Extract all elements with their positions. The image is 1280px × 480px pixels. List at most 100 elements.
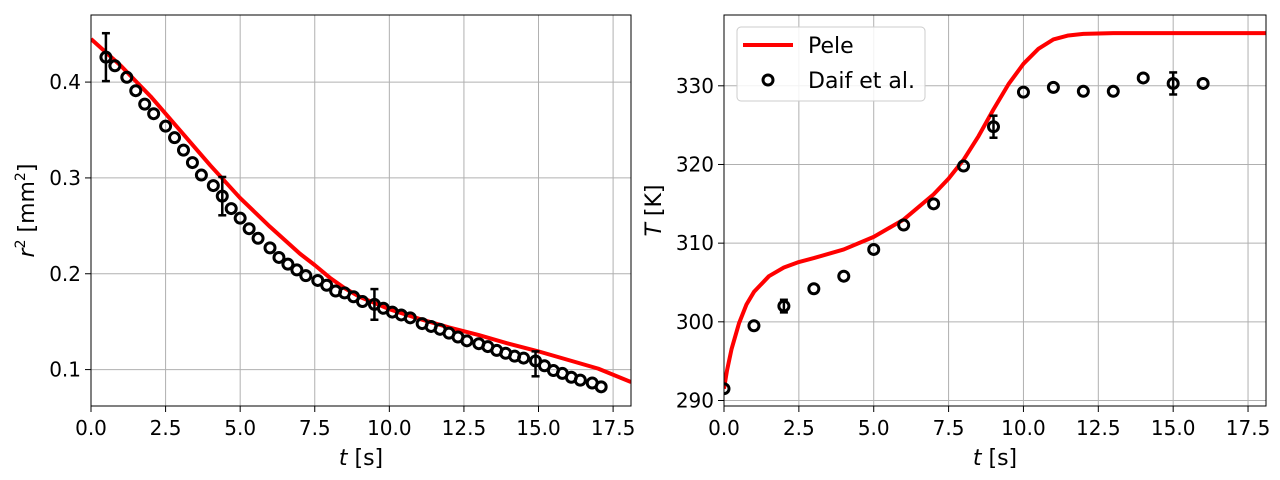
error-bar [531,350,540,378]
y-axis-label: T [K] [642,184,667,236]
y-tick-label: 310 [676,231,714,255]
legend-label-model: Pele [808,34,854,59]
y-tick-label: 330 [676,74,714,98]
x-tick-label: 5.0 [858,416,890,440]
x-tick-label: 15.0 [516,416,561,440]
y-tick-label: 0.1 [49,358,81,382]
data-point [194,168,208,182]
y-axis-unit-exponent: 2 [13,172,29,181]
x-tick-label: 0.0 [75,416,107,440]
y-tick-label: 290 [676,388,714,412]
data-point [242,222,256,236]
data-point [747,319,761,333]
data-point [897,218,911,232]
data-point [108,59,122,73]
data-point [251,231,265,245]
x-tick-label: 7.5 [933,416,965,440]
data-point [290,263,304,277]
temperature-chart: 0.0 2.5 5.0 7.5 10.0 12.5 15.0 17.5 290 300 310 320… [642,14,1270,471]
data-point [957,159,971,173]
data-point [320,278,334,292]
radius-squared-chart: 0.0 2.5 5.0 7.5 10.0 12.5 15.0 17.5 0.1 0.2 0.3 0.4… [13,14,636,471]
data-point [867,242,881,256]
data-point [460,334,474,348]
error-bar [989,114,998,139]
plot-series [91,31,631,394]
data-point [159,119,173,133]
data-point [176,143,190,157]
x-axis-unit: [s] [982,446,1018,471]
data-point [120,70,134,84]
y-axis-label: r2 [mm2] [13,164,40,258]
model-curve [724,31,1266,390]
x-axis-unit: [s] [348,446,384,471]
x-tick-label: 0.0 [708,416,740,440]
plot-frame [723,14,1267,407]
x-axis-label: t [s] [339,446,383,471]
data-point [1076,84,1090,98]
error-bar [218,175,227,217]
error-bar [370,287,379,321]
x-axis-label: t [s] [973,446,1017,471]
grid-lines [90,15,631,406]
data-point [129,84,143,98]
data-point [1016,85,1030,99]
legend: Pele Daif et al. [736,26,926,102]
data-point [403,311,417,325]
y-tick-label: 300 [676,310,714,334]
error-bar [1169,71,1178,96]
data-point [573,373,587,387]
data-point [168,131,182,145]
x-tick-label: 2.5 [150,416,182,440]
data-point [206,179,220,193]
data-point [1196,76,1210,90]
data-point [185,156,199,170]
data-point [263,241,277,255]
axis-ticks: 0.0 2.5 5.0 7.5 10.0 12.5 15.0 17.5 290 300 310 320… [676,74,1270,440]
y-axis-variable: r [15,246,40,257]
data-point [594,380,608,394]
plot-series [724,31,1266,396]
y-tick-label: 0.3 [49,166,81,190]
y-axis-variable: T [642,222,667,237]
data-point [927,197,941,211]
data-point [1046,80,1060,94]
data-point [1136,71,1150,85]
x-tick-label: 10.0 [367,416,412,440]
x-tick-label: 12.5 [442,416,487,440]
data-point [837,269,851,283]
data-point [281,257,295,271]
x-axis-variable: t [973,446,983,471]
x-tick-label: 17.5 [1226,416,1271,440]
data-point [1106,84,1120,98]
y-axis-unit: [K] [642,184,667,223]
data-point [299,269,313,283]
data-point [233,211,247,225]
y-axis-variable-exponent: 2 [13,239,29,248]
data-point [224,202,238,216]
data-point [272,250,286,264]
y-tick-label: 320 [676,152,714,176]
data-point [138,97,152,111]
error-bar [101,31,110,83]
data-point [355,295,369,309]
x-tick-label: 5.0 [224,416,256,440]
error-bar [779,298,788,314]
x-tick-label: 10.0 [1001,416,1046,440]
x-tick-label: 15.0 [1151,416,1196,440]
y-tick-label: 0.4 [49,70,81,94]
y-tick-label: 0.2 [49,262,81,286]
y-axis-unit-end: ] [15,164,40,173]
data-point [724,382,731,396]
legend-marker-swatch [761,73,775,87]
data-point [807,282,821,296]
plot-frame [90,14,632,407]
legend-label-experiment: Daif et al. [808,69,915,94]
y-axis-unit-start: [mm [15,181,40,239]
x-tick-label: 2.5 [783,416,815,440]
x-tick-label: 12.5 [1076,416,1121,440]
data-point [147,107,161,121]
x-tick-label: 17.5 [591,416,636,440]
